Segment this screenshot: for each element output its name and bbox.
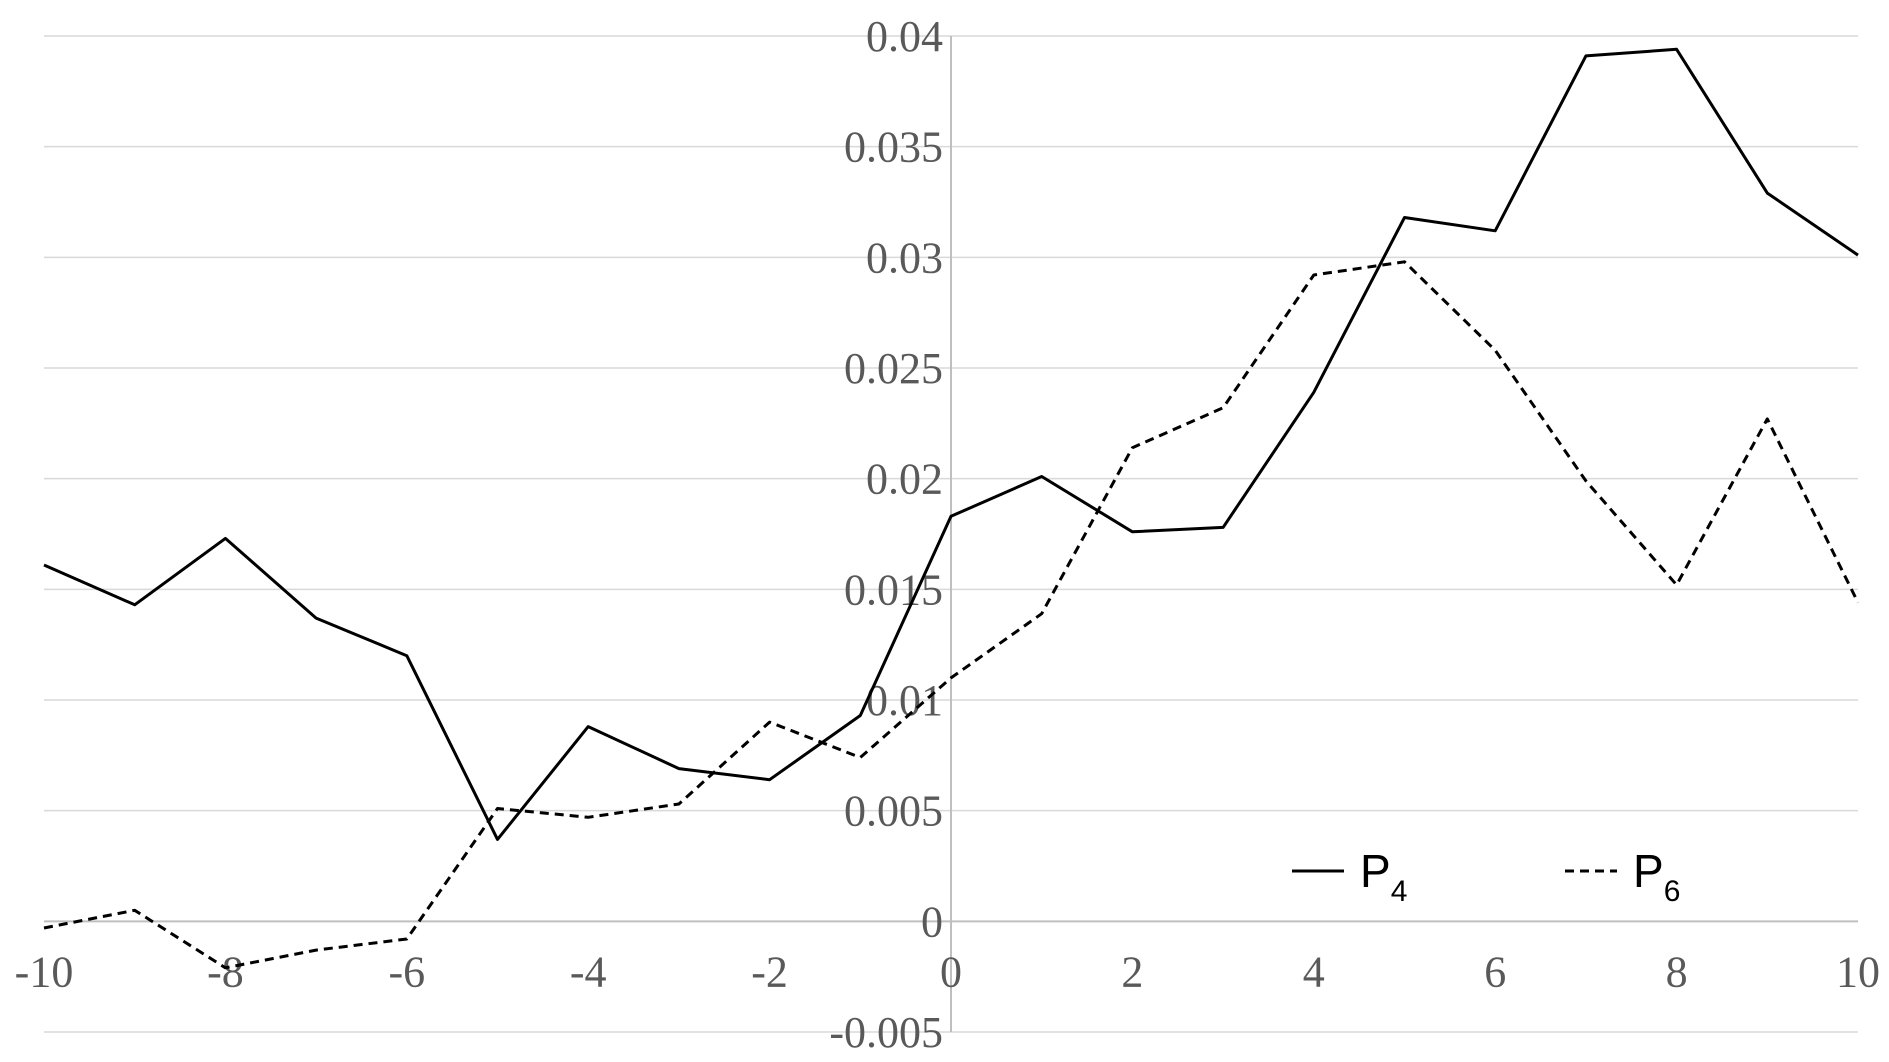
y-tick-label: 0.03 [866,233,943,282]
x-tick-label: -6 [388,947,425,996]
x-tick-label: 8 [1666,947,1688,996]
y-axis-tick-labels: -0.005 0 0.005 0.01 0.015 0.02 0.025 0.03 0.035 0… [829,12,943,1057]
x-tick-label: -10 [15,947,74,996]
x-tick-label: -2 [751,947,788,996]
x-tick-label: 6 [1484,947,1506,996]
x-tick-label: 4 [1303,947,1325,996]
y-tick-label: 0.01 [866,676,943,725]
x-tick-label: -8 [207,947,244,996]
y-tick-label: 0.015 [844,565,943,614]
y-tick-label: 0.005 [844,787,943,836]
series-line-p4 [43,47,1859,841]
y-tick-label: -0.005 [829,1008,943,1057]
x-tick-label: 2 [1121,947,1143,996]
legend-label: P4 [1360,845,1407,908]
y-tick-label: 0 [921,897,943,946]
legend: P4 P6 [1292,845,1680,908]
series-line-p6 [43,260,1860,970]
y-tick-label: 0.04 [866,12,943,61]
y-tick-label: 0.02 [866,455,943,504]
series-lines [43,47,1860,970]
legend-label: P6 [1633,845,1680,908]
x-axis-tick-labels: -10 -8 -6 -4 -2 0 2 4 6 8 10 [15,947,1880,996]
y-tick-label: 0.025 [844,344,943,393]
y-tick-label: 0.035 [844,123,943,172]
x-tick-label: 0 [940,947,962,996]
x-tick-label: -4 [570,947,607,996]
legend-item-p6: P6 [1565,845,1680,908]
x-tick-label: 10 [1836,947,1880,996]
legend-item-p4: P4 [1292,845,1407,908]
axes [44,36,1858,1032]
